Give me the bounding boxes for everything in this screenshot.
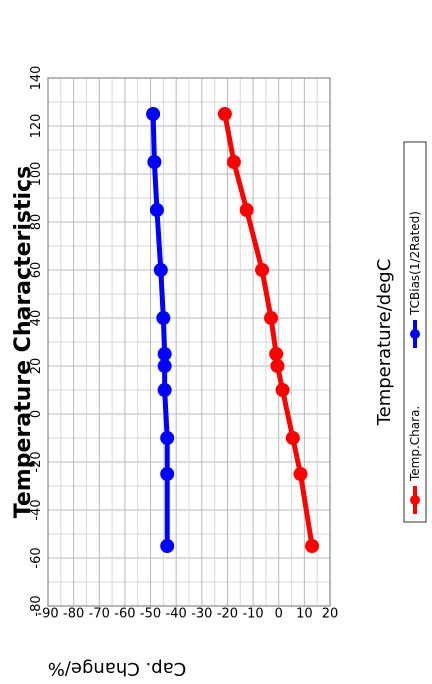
y-tick-label: 10: [296, 607, 313, 622]
x-tick-label: 40: [29, 310, 44, 327]
x-tick-label: -40: [29, 499, 44, 520]
y-tick-label: -30: [191, 607, 212, 622]
y-tick-label: 0: [275, 607, 283, 622]
data-point: [153, 263, 168, 277]
legend-label-tcbias: TCBias(1/2Rated): [408, 211, 422, 316]
data-point: [285, 431, 300, 445]
y-tick-label: 20: [322, 607, 339, 622]
x-axis-title: Temperature/degC: [374, 259, 395, 427]
chart-title: Temperature Characteristics: [11, 166, 36, 518]
data-point: [293, 467, 308, 481]
data-point: [255, 263, 270, 277]
data-point: [305, 539, 320, 553]
legend-marker-tcbias: [410, 329, 420, 339]
data-point: [160, 539, 175, 553]
y-axis-title: Cap. Change/%: [48, 658, 187, 679]
legend-marker-temp-chara: [410, 495, 420, 505]
data-point: [160, 431, 175, 445]
data-point: [270, 359, 285, 373]
data-point: [156, 311, 171, 325]
legend-label-temp-chara: Temp.Chara.: [408, 406, 422, 482]
data-point: [157, 359, 172, 373]
x-tick-label: -20: [29, 451, 44, 472]
y-tick-label: -60: [114, 607, 135, 622]
plot-frame: [47, 77, 331, 607]
y-tick-label: -50: [140, 607, 161, 622]
x-tick-label: 60: [29, 262, 44, 279]
data-point: [157, 347, 172, 361]
x-tick-labels: -80 -60 -40 -20 0 20 40 60 80 100 120 140: [29, 66, 44, 617]
x-tick-label: 140: [29, 66, 44, 91]
data-point: [275, 383, 290, 397]
y-tick-label: -10: [242, 607, 263, 622]
data-point: [147, 155, 162, 169]
x-tick-label: 80: [29, 214, 44, 231]
data-point: [269, 347, 284, 361]
x-tick-label: -60: [29, 547, 44, 568]
data-point: [160, 467, 175, 481]
y-tick-label: -40: [166, 607, 187, 622]
y-tick-label: -90: [37, 607, 58, 622]
legend: Temp.Chara. TCBias(1/2Rated): [403, 141, 427, 523]
data-point: [239, 203, 254, 217]
data-point: [217, 107, 232, 121]
x-tick-label: -80: [29, 595, 44, 616]
x-tick-label: 100: [29, 162, 44, 187]
x-tick-label: 0: [29, 410, 44, 418]
data-point: [157, 383, 172, 397]
data-point: [226, 155, 241, 169]
y-tick-label: -70: [89, 607, 110, 622]
y-tick-labels: 20 10 0 -10 -20 -30 -40 -50 -60 -70 -80 -90: [37, 607, 338, 622]
y-tick-label: -20: [217, 607, 238, 622]
y-tick-label: -80: [63, 607, 84, 622]
x-tick-label: 20: [29, 358, 44, 375]
data-point: [146, 107, 161, 121]
x-tick-label: 120: [29, 114, 44, 139]
data-point: [149, 203, 164, 217]
series-layer: [146, 107, 320, 553]
data-point: [264, 311, 279, 325]
